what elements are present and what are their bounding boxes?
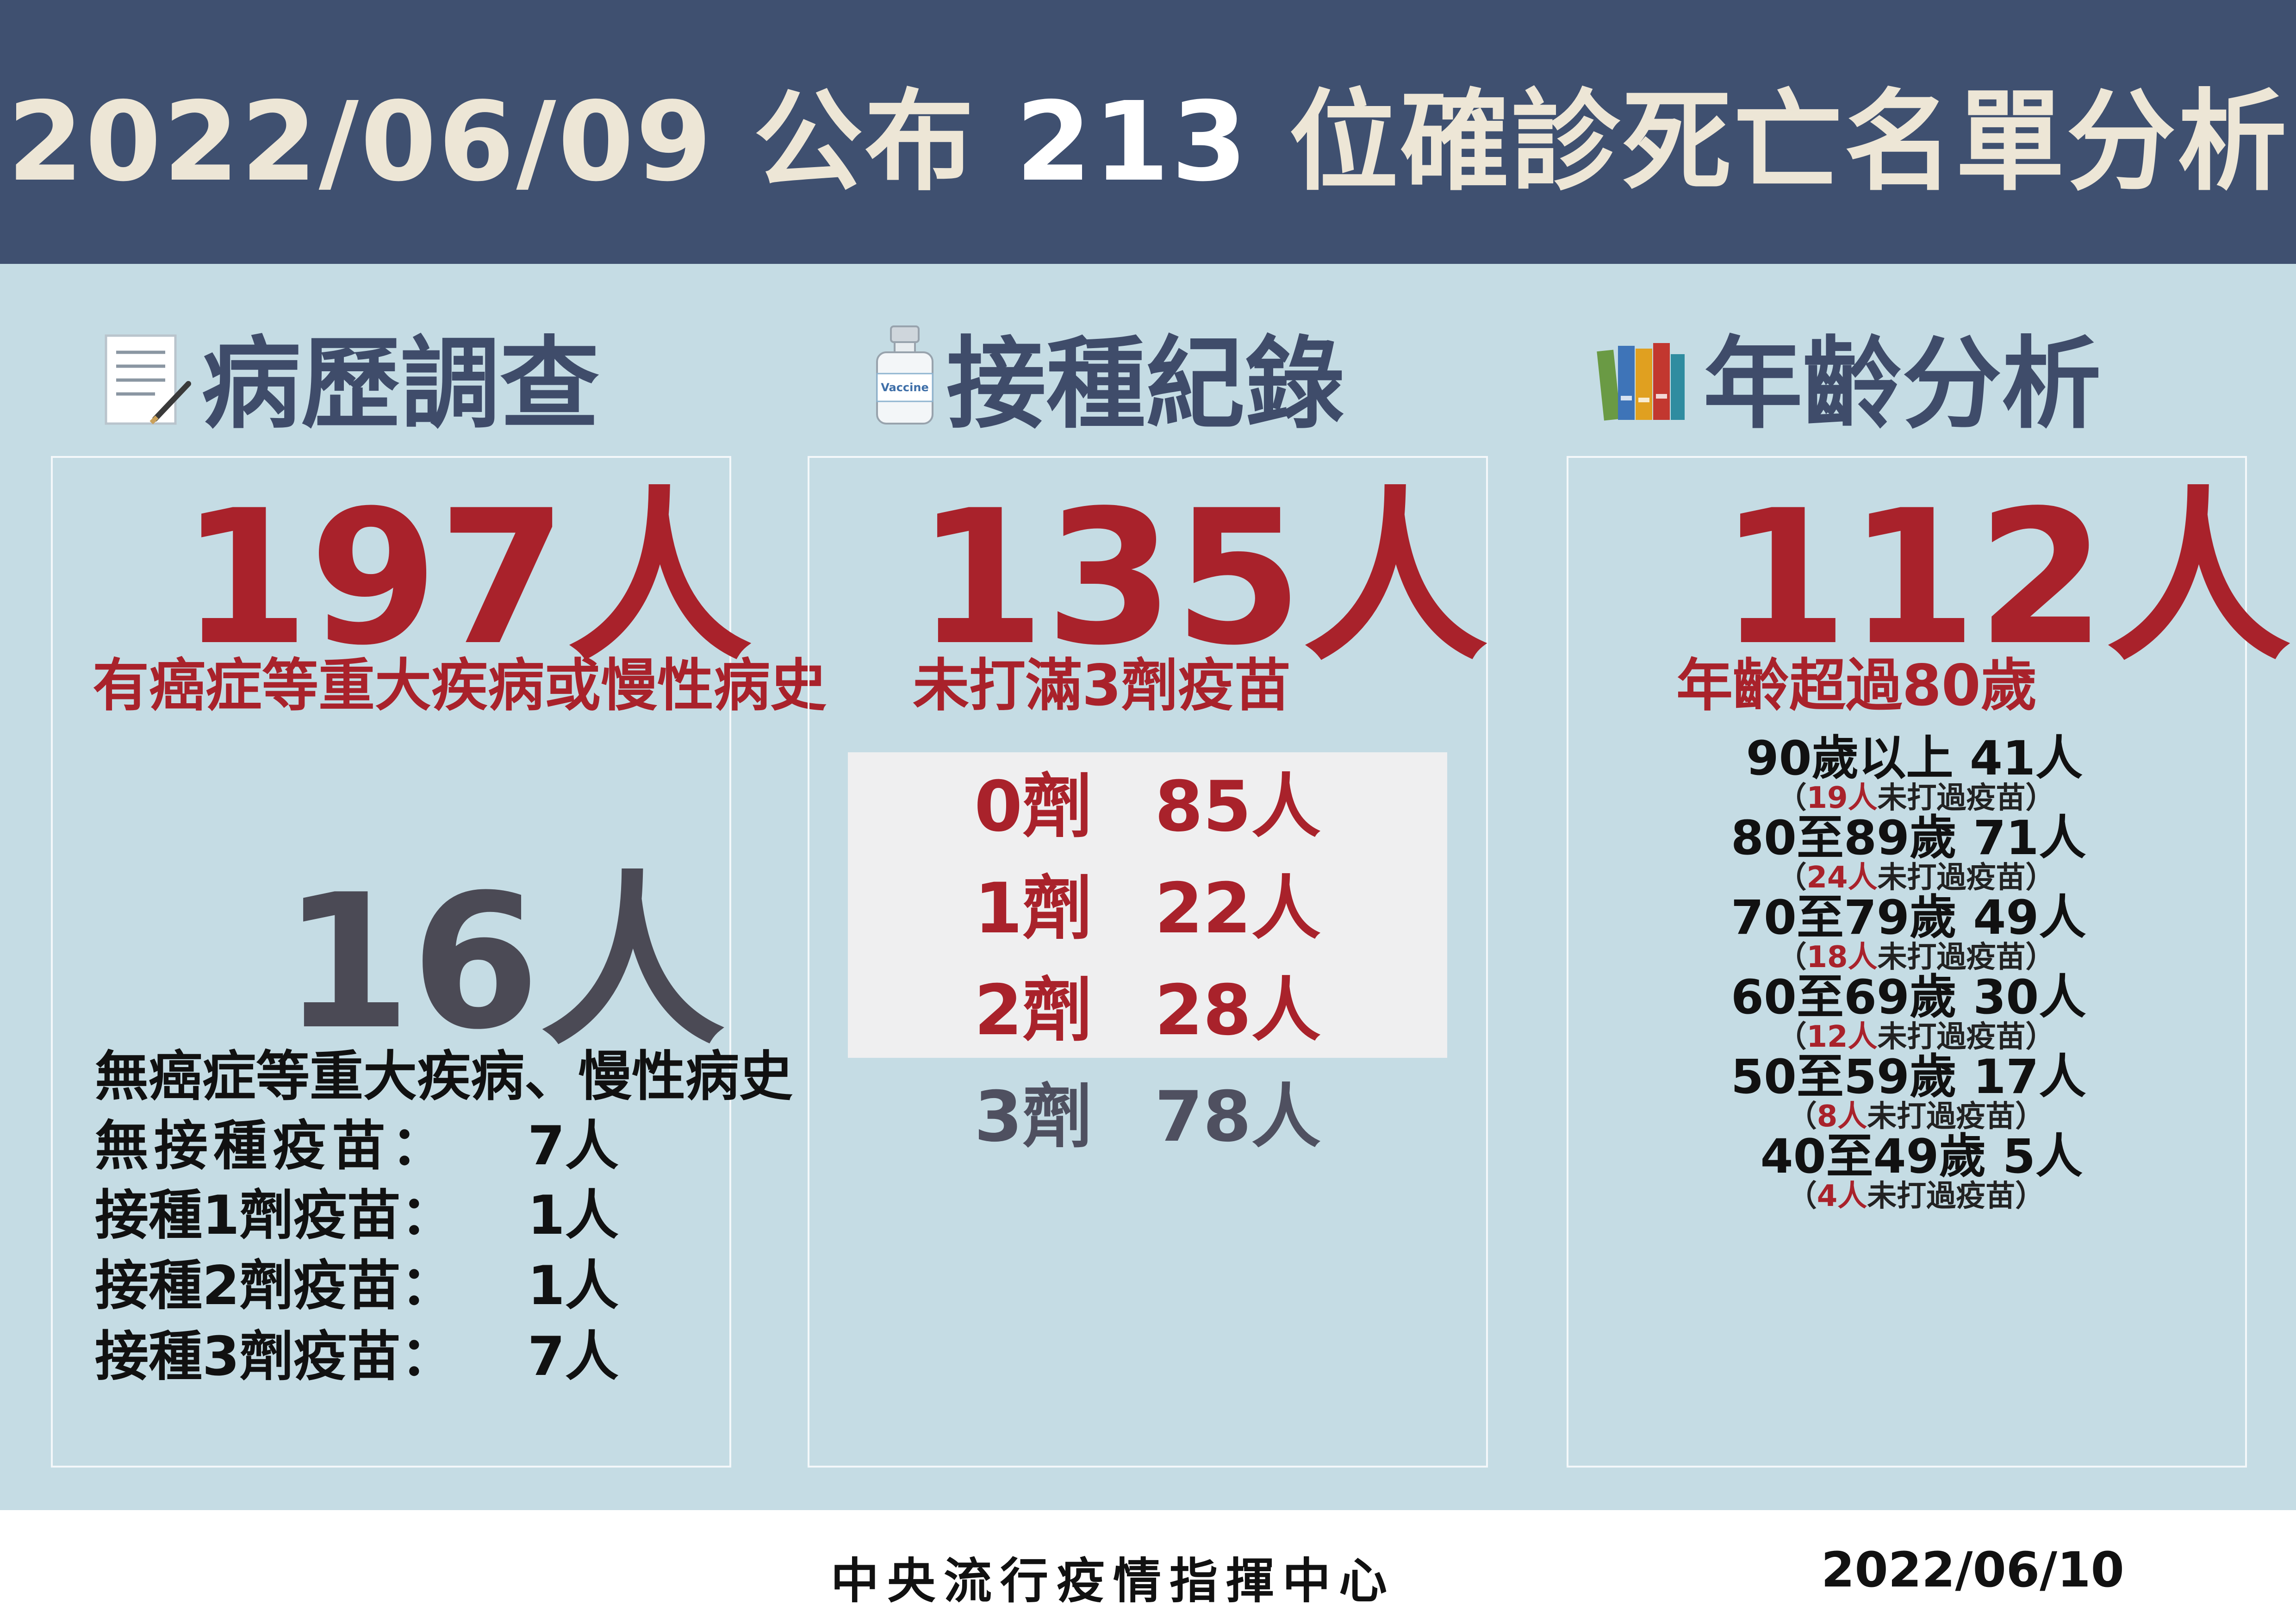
age-panel xyxy=(1567,456,2247,1468)
age-group-note: （12人未打過疫苗） xyxy=(1777,1020,2055,1054)
books-icon xyxy=(1597,343,1685,421)
age-group-label: 50至59歲 17人 xyxy=(1731,1049,2086,1105)
title-rest: 位確診死亡名單分析 xyxy=(1289,78,2289,206)
footer: 中央流行疫情指揮中心 2022/06/10 xyxy=(0,1510,2296,1624)
age-group-label: 60至69歲 30人 xyxy=(1731,970,2086,1025)
dose-label: 1劑 xyxy=(974,868,1092,949)
section-age-label: 年齡分析 xyxy=(1703,325,2101,442)
page-title: 2022/06/09 公布 213 位確診死亡名單分析 xyxy=(7,53,2289,211)
footer-org: 中央流行疫情指揮中心 xyxy=(831,1553,1396,1609)
breakdown-label: 接種3劑疫苗： xyxy=(95,1325,454,1388)
footer-date: 2022/06/10 xyxy=(1821,1542,2124,1598)
age-group-note: （8人未打過疫苗） xyxy=(1787,1099,2045,1134)
history-second-value: 16人 xyxy=(282,855,725,1070)
dose-count: 85人 xyxy=(1155,767,1321,847)
age-group-note: （18人未打過疫苗） xyxy=(1777,940,2055,974)
age-group-label: 80至89歲 71人 xyxy=(1731,811,2086,866)
document-pen-icon xyxy=(105,334,191,425)
dose-count: 22人 xyxy=(1155,868,1321,949)
title-word: 公布 xyxy=(753,78,976,206)
age-group-note: （24人未打過疫苗） xyxy=(1777,861,2055,895)
dose-count: 28人 xyxy=(1155,970,1321,1051)
title-count: 213 xyxy=(1015,78,1249,206)
vaccine-vial-icon: Vaccine xyxy=(876,325,933,425)
age-main-value: 112人 xyxy=(1719,471,2291,686)
age-main-desc: 年齡超過80歲 xyxy=(1676,653,2037,718)
dose-count: 78人 xyxy=(1155,1077,1321,1157)
doses-highlight-box xyxy=(848,752,1447,1058)
breakdown-value: 1人 xyxy=(528,1184,619,1247)
dose-label: 2劑 xyxy=(974,970,1092,1051)
breakdown-value: 7人 xyxy=(528,1115,619,1177)
breakdown-value: 7人 xyxy=(528,1325,619,1388)
section-age-heading: 年齡分析 xyxy=(1592,315,2101,442)
dose-label: 0劑 xyxy=(974,767,1092,847)
breakdown-label: 接種1劑疫苗： xyxy=(95,1184,454,1247)
breakdown-value: 1人 xyxy=(528,1255,619,1317)
age-group-label: 70至79歲 49人 xyxy=(1731,890,2086,945)
section-history-heading: 病歷調查 xyxy=(100,315,599,442)
vaccination-main-desc: 未打滿3劑疫苗 xyxy=(913,653,1291,718)
age-group-note: （4人未打過疫苗） xyxy=(1787,1179,2045,1213)
vaccination-main-value: 135人 xyxy=(916,471,1488,686)
section-vaccination-heading: Vaccine 接種紀錄 xyxy=(872,315,1344,442)
header-banner: 2022/06/09 公布 213 位確診死亡名單分析 xyxy=(0,0,2296,264)
breakdown-label: 無接種疫苗： xyxy=(95,1115,450,1177)
age-group-note: （19人未打過疫苗） xyxy=(1777,781,2055,815)
history-main-desc: 有癌症等重大疾病或慢性病史 xyxy=(93,653,827,718)
title-date: 2022/06/09 xyxy=(7,78,714,206)
history-main-value: 197人 xyxy=(180,471,752,686)
breakdown-label: 接種2劑疫苗： xyxy=(95,1255,454,1317)
vaccination-panel xyxy=(808,456,1488,1468)
section-vaccination-label: 接種紀錄 xyxy=(946,325,1344,442)
age-group-label: 90歲以上 41人 xyxy=(1746,731,2083,786)
history-panel xyxy=(51,456,731,1468)
vaccine-icon-label: Vaccine xyxy=(881,381,929,394)
dose-label: 3劑 xyxy=(974,1077,1092,1157)
age-group-label: 40至49歲 5人 xyxy=(1760,1129,2083,1184)
history-second-desc: 無癌症等重大疾病、慢性病史 xyxy=(95,1045,793,1108)
section-history-label: 病歷調查 xyxy=(201,325,599,442)
